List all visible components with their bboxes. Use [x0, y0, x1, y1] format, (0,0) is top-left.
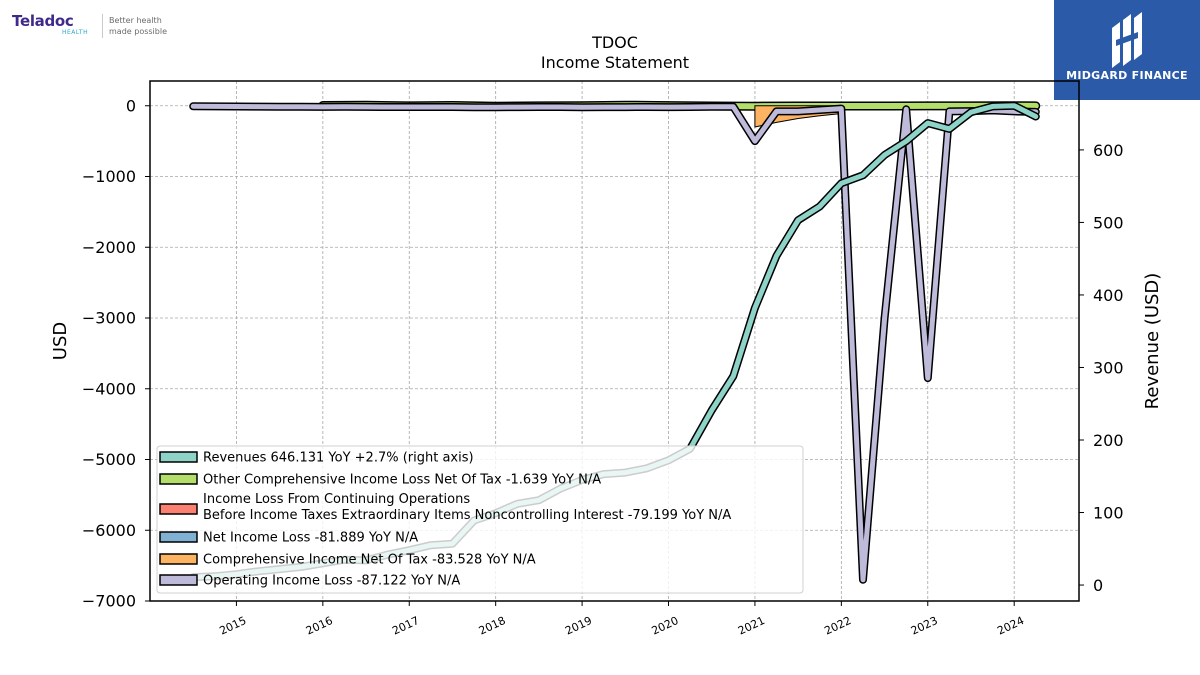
- x-tick-label: 2023: [909, 614, 940, 638]
- series-operating-income-loss-line: [190, 103, 1039, 583]
- teladoc-logo: Teladoc HEALTH Better health made possib…: [12, 12, 172, 40]
- midgard-finance-logo: MIDGARD FINANCE: [1054, 0, 1200, 100]
- y-right-tick-label: 0: [1093, 576, 1103, 595]
- plot-frame: [149, 80, 1080, 602]
- legend-label-income-loss-from-continuing-operations-before-income-taxes-extraordinary-items-noncontrolling-interest-line-2: Before Income Taxes Extraordinary Items …: [203, 508, 731, 523]
- y-tick-label: −2000: [82, 238, 136, 257]
- legend-swatch-revenues: [159, 451, 198, 463]
- y-tick-label: −1000: [82, 167, 136, 186]
- legend-swatch-other-comprehensive-income-loss-net-of-tax: [159, 473, 198, 485]
- y-right-tick-label: 600: [1093, 141, 1124, 160]
- x-tick-label: 2019: [563, 614, 594, 638]
- y-axis-label: USD: [50, 322, 71, 360]
- legend-swatch-net-income-loss: [159, 531, 198, 543]
- company-tagline-1: Better health: [109, 16, 162, 25]
- legend-box: [156, 445, 804, 594]
- x-tick-label: 2020: [650, 614, 681, 638]
- legend-label-net-income-loss: Net Income Loss -81.889 YoY N/A: [203, 531, 418, 546]
- y-axis-label-right: Revenue (USD): [1142, 273, 1163, 410]
- y-axis-right: 0 100 200 300 400 500 600: [1079, 141, 1124, 595]
- legend-label-revenues: Revenues 646.131 YoY +2.7% (right axis): [203, 451, 474, 466]
- y-tick-label: −4000: [82, 379, 136, 398]
- chart-subtitle: Income Statement: [541, 53, 689, 72]
- gridlines: [150, 81, 1079, 602]
- y-tick-label: −7000: [82, 592, 136, 611]
- x-tick-label: 2015: [218, 614, 249, 638]
- legend-swatch-operating-income-loss: [159, 574, 198, 586]
- logo-divider: [102, 14, 103, 38]
- legend-swatch-comprehensive-income-net-of-tax: [159, 553, 198, 565]
- y-right-tick-label: 500: [1093, 213, 1124, 232]
- legend-label-operating-income-loss: Operating Income Loss -87.122 YoY N/A: [203, 574, 460, 589]
- legend-swatch-income-loss-from-continuing-operations-before-income-taxes-extraordinary-items-noncontrolling-interest: [159, 503, 198, 515]
- y-right-tick-label: 400: [1093, 286, 1124, 305]
- y-tick-label: −3000: [82, 309, 136, 328]
- midgard-mark-icon: [1112, 12, 1142, 68]
- y-right-tick-label: 100: [1093, 504, 1124, 523]
- legend-label-other-comprehensive-income-loss-net-of-tax: Other Comprehensive Income Loss Net Of T…: [203, 473, 601, 488]
- x-tick-label: 2021: [736, 614, 767, 638]
- company-tagline-2: made possible: [109, 27, 167, 36]
- company-logo-sub: HEALTH: [62, 29, 89, 36]
- y-right-tick-label: 300: [1093, 358, 1124, 377]
- y-tick-label: 0: [126, 96, 136, 115]
- x-tick-label: 2024: [995, 614, 1026, 638]
- y-axis-left: 0 −1000 −2000 −3000 −4000 −5000 −6000 −7000: [82, 96, 150, 611]
- legend-label-comprehensive-income-net-of-tax: Comprehensive Income Net Of Tax -83.528 …: [203, 553, 536, 568]
- y-right-tick-label: 200: [1093, 431, 1124, 450]
- y-tick-label: −6000: [82, 521, 136, 540]
- publisher-logo-name: MIDGARD FINANCE: [1066, 69, 1188, 82]
- x-tick-label: 2018: [477, 614, 508, 638]
- legend: Revenues 646.131 YoY +2.7% (right axis) O…: [156, 445, 804, 594]
- x-tick-label: 2016: [304, 614, 335, 638]
- x-tick-label: 2017: [390, 614, 421, 638]
- x-tick-label: 2022: [822, 614, 853, 638]
- company-logo-name: Teladoc: [12, 12, 74, 30]
- x-axis: 2015 2016 2017 2018 2019 2020 2021 2022 2023 2024: [218, 601, 1026, 638]
- chart-title: TDOC: [591, 33, 638, 52]
- y-tick-label: −5000: [82, 450, 136, 469]
- legend-label-income-loss-from-continuing-operations-before-income-taxes-extraordinary-items-noncontrolling-interest-line-1: Income Loss From Continuing Operations: [203, 492, 470, 507]
